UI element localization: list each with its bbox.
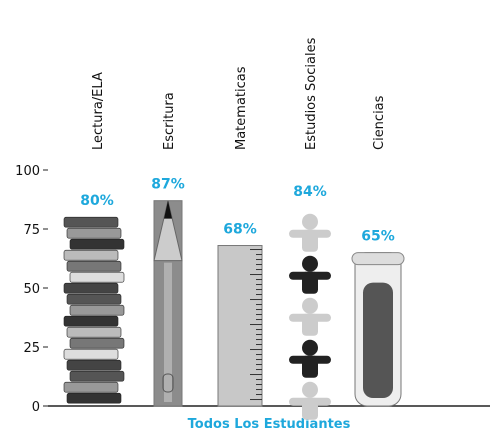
category-label: Estudios Sociales	[304, 37, 319, 150]
doll-head	[302, 339, 318, 356]
value-label: 68%	[223, 222, 257, 238]
book	[63, 348, 119, 360]
book	[66, 392, 122, 404]
book	[63, 282, 119, 294]
doll-head	[302, 297, 318, 314]
book	[63, 315, 119, 327]
y-tick-label: 25	[23, 341, 40, 356]
book	[69, 271, 125, 283]
category-label: Lectura/ELA	[91, 72, 106, 150]
doll-head	[302, 381, 318, 398]
category-label: Matematicas	[234, 66, 249, 150]
doll-head	[302, 213, 318, 230]
book	[66, 359, 122, 371]
category-label: Escritura	[162, 92, 177, 150]
doll-head	[302, 255, 318, 272]
y-tick-label: 0	[32, 400, 40, 415]
tube-rim	[351, 252, 405, 266]
bar	[217, 245, 263, 407]
y-tick-label: 100	[15, 164, 40, 179]
book	[66, 227, 122, 239]
doll-legs	[302, 271, 318, 294]
y-tick-label: 50	[23, 282, 40, 297]
y-tick-label: 75	[23, 223, 40, 238]
pencil-logo	[162, 373, 174, 393]
doll-legs	[302, 313, 318, 336]
book	[69, 238, 125, 250]
book	[63, 381, 119, 393]
pencil-lead	[164, 200, 172, 219]
doll-legs	[302, 397, 318, 420]
book	[63, 249, 119, 261]
book	[63, 216, 119, 228]
value-label: 84%	[293, 184, 327, 200]
book	[66, 260, 122, 272]
category-label: Ciencias	[372, 95, 387, 150]
book	[69, 337, 125, 349]
pencil-tip	[153, 200, 183, 262]
book	[69, 304, 125, 316]
tube-liquid	[363, 282, 393, 398]
pencil-stripe	[164, 262, 172, 402]
doll-legs	[302, 355, 318, 378]
value-label: 80%	[80, 193, 114, 209]
book	[66, 293, 122, 305]
book	[66, 326, 122, 338]
value-label: 65%	[361, 229, 395, 245]
value-label: 87%	[151, 177, 185, 193]
book	[69, 370, 125, 382]
doll-legs	[302, 229, 318, 252]
x-axis-label: Todos Los Estudiantes	[188, 417, 351, 432]
